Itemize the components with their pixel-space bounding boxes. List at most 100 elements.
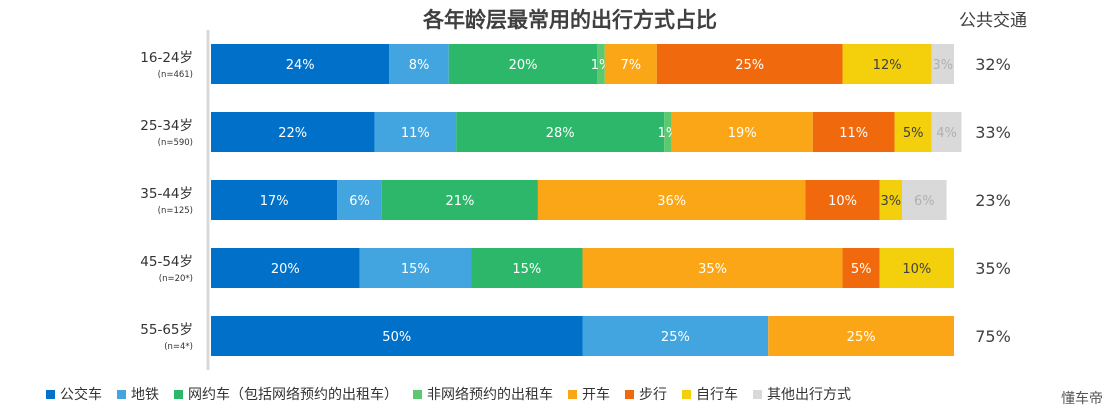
chart-title: 各年龄层最常用的出行方式占比 xyxy=(423,8,717,32)
legend-label: 其他出行方式 xyxy=(767,387,851,403)
bar-segment xyxy=(671,112,813,152)
sample-size-label: (n=461) xyxy=(158,70,193,80)
segment-value-label: 20% xyxy=(271,262,300,277)
bar-segment xyxy=(768,316,954,356)
public-transport-total: 33% xyxy=(975,123,1011,142)
segment-value-label: 20% xyxy=(509,58,538,73)
bar-segment xyxy=(604,44,657,84)
legend-item: 网约车（包括网络预约的出租车） xyxy=(174,384,398,404)
legend: 公交车 地铁 网约车（包括网络预约的出租车） 非网络预约的出租车 开车 步行 自行车 其他出行… xyxy=(46,384,866,404)
stacked-bar-chart: 16-24岁(n=461)24% 8% 20% 1% 7% 25% 12% 3% 32%25-3… xyxy=(140,30,1011,370)
bar-segment xyxy=(842,44,932,84)
segment-value-label: 8% xyxy=(409,58,430,73)
segment-value-label: 11% xyxy=(839,126,868,141)
sample-size-label: (n=20*) xyxy=(159,274,193,284)
bar-segment xyxy=(901,180,947,220)
legend-item: 步行 xyxy=(625,384,667,404)
legend-label: 网约车（包括网络预约的出租车） xyxy=(188,387,398,403)
segment-value-label: 12% xyxy=(873,58,902,73)
legend-swatch xyxy=(117,389,126,399)
legend-label: 地铁 xyxy=(131,387,159,403)
segment-value-label: 10% xyxy=(902,262,931,277)
segment-value-label: 6% xyxy=(349,194,370,209)
bar-segment xyxy=(211,112,375,152)
segment-value-label: 15% xyxy=(512,262,541,277)
segment-value-label: 36% xyxy=(657,194,686,209)
category-label: 35-44岁 xyxy=(140,186,193,202)
legend-label: 公交车 xyxy=(60,387,102,403)
legend-swatch xyxy=(625,389,634,399)
category-label: 16-24岁 xyxy=(140,50,193,66)
legend-swatch xyxy=(753,389,762,399)
category-label: 45-54岁 xyxy=(140,254,193,270)
segment-value-label: 22% xyxy=(278,126,307,141)
segment-value-label: 50% xyxy=(382,330,411,345)
sample-size-label: (n=4*) xyxy=(164,342,193,352)
bar-segment xyxy=(456,112,665,152)
sample-size-label: (n=590) xyxy=(158,138,193,148)
legend-label: 开车 xyxy=(582,387,610,403)
segment-value-label: 25% xyxy=(735,58,764,73)
bar-segment xyxy=(931,44,954,84)
watermark: 懂车帝 xyxy=(1061,391,1103,407)
segment-value-label: 5% xyxy=(903,126,924,141)
bar-segment xyxy=(597,44,605,84)
legend-item: 非网络预约的出租车 xyxy=(413,384,553,404)
segment-value-label: 35% xyxy=(698,262,727,277)
public-transport-total: 23% xyxy=(975,191,1011,210)
bar-segment xyxy=(211,180,338,220)
segment-value-label: 21% xyxy=(445,194,474,209)
segment-value-label: 25% xyxy=(847,330,876,345)
bar-segment xyxy=(537,180,806,220)
public-transport-total: 75% xyxy=(975,327,1011,346)
sample-size-label: (n=125) xyxy=(158,206,193,216)
bar-segment xyxy=(374,112,457,152)
public-transport-total: 32% xyxy=(975,55,1011,74)
legend-label: 非网络预约的出租车 xyxy=(427,387,553,403)
segment-value-label: 11% xyxy=(401,126,430,141)
legend-swatch xyxy=(46,389,55,399)
bar-segment xyxy=(211,248,360,288)
segment-value-label: 4% xyxy=(936,126,957,141)
bar-segment xyxy=(389,44,449,84)
segment-value-label: 7% xyxy=(620,58,641,73)
legend-item: 开车 xyxy=(568,384,610,404)
segment-value-label: 3% xyxy=(933,58,954,73)
bar-segment xyxy=(894,112,932,152)
segment-value-label: 28% xyxy=(546,126,575,141)
legend-label: 自行车 xyxy=(696,387,738,403)
segment-value-label: 3% xyxy=(881,194,902,209)
category-label: 55-65岁 xyxy=(140,322,193,338)
bar-segment xyxy=(879,248,954,288)
bar-segment xyxy=(656,44,843,84)
public-transport-total: 35% xyxy=(975,259,1011,278)
bar-segment xyxy=(448,44,598,84)
legend-swatch xyxy=(174,389,183,399)
category-label: 25-34岁 xyxy=(140,118,193,134)
bar-segment xyxy=(471,248,583,288)
legend-item: 其他出行方式 xyxy=(753,384,851,404)
bar-segment xyxy=(812,112,895,152)
legend-label: 步行 xyxy=(639,387,667,403)
bar-segment xyxy=(664,112,672,152)
segment-value-label: 24% xyxy=(286,58,315,73)
segment-value-label: 17% xyxy=(260,194,289,209)
bar-segment xyxy=(582,248,843,288)
bar-segment xyxy=(805,180,880,220)
bar-segment xyxy=(381,180,538,220)
segment-value-label: 10% xyxy=(828,194,857,209)
public-transport-header: 公共交通 xyxy=(959,11,1027,31)
segment-value-label: 15% xyxy=(401,262,430,277)
bar-segment xyxy=(931,112,962,152)
segment-value-label: 19% xyxy=(728,126,757,141)
bar-segment xyxy=(211,316,583,356)
legend-item: 公交车 xyxy=(46,384,102,404)
legend-item: 地铁 xyxy=(117,384,159,404)
bar-segment xyxy=(211,44,390,84)
segment-value-label: 6% xyxy=(914,194,935,209)
legend-item: 自行车 xyxy=(682,384,738,404)
legend-swatch xyxy=(413,389,422,399)
bar-segment xyxy=(879,180,902,220)
bar-segment xyxy=(842,248,880,288)
legend-swatch xyxy=(568,389,577,399)
